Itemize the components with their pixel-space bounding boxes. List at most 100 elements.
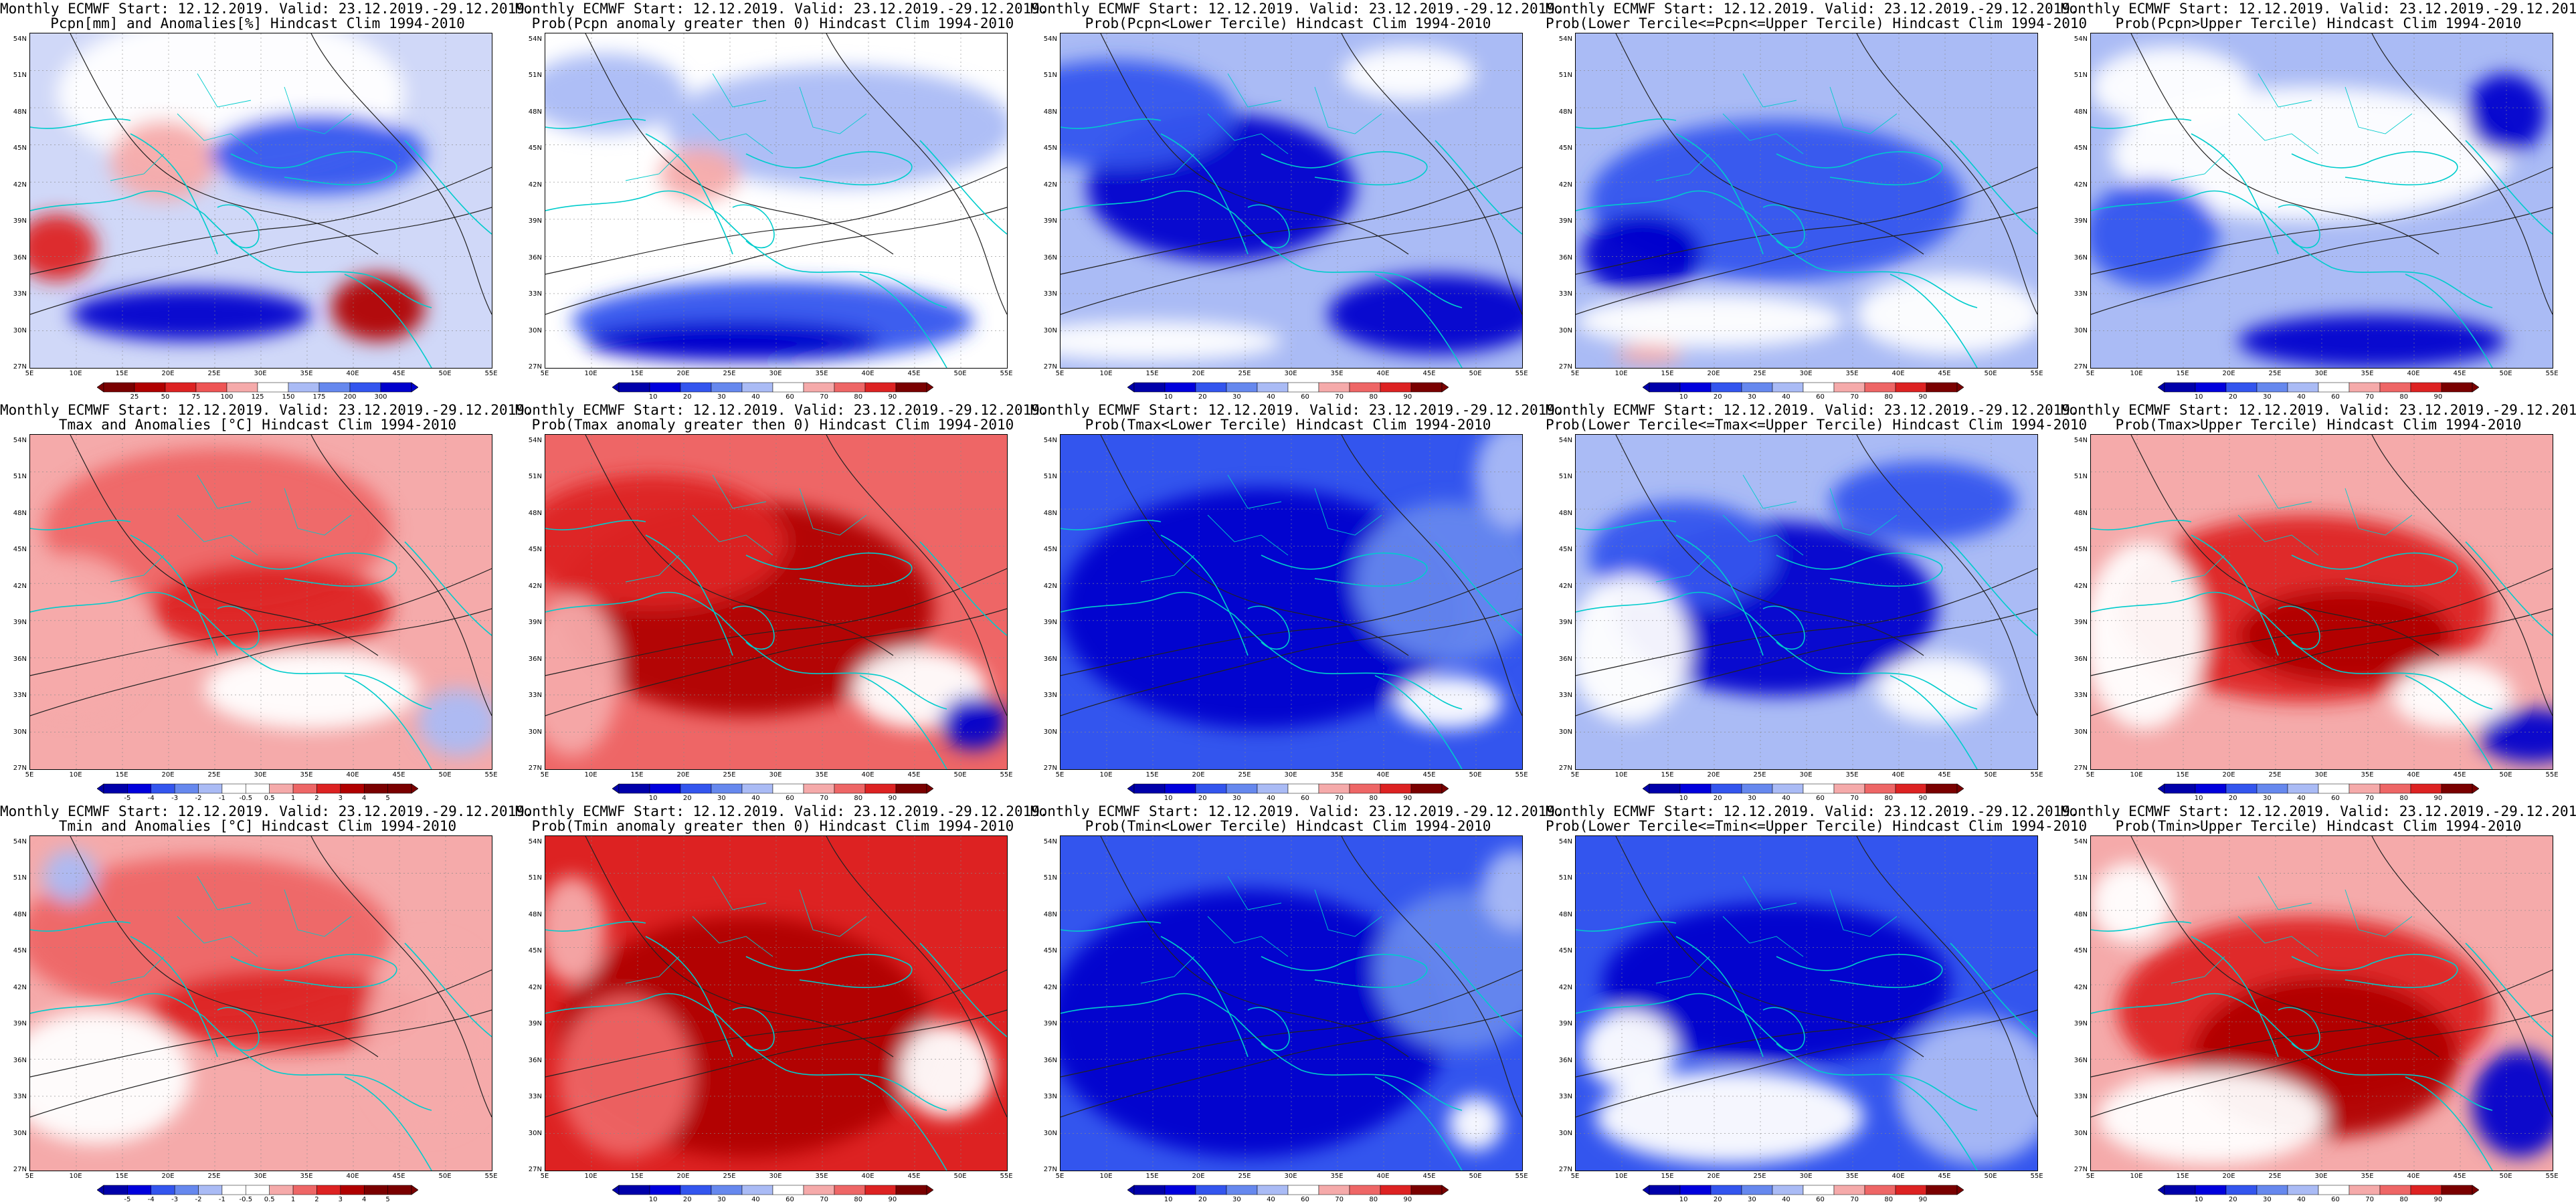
colorbar-segment xyxy=(1926,382,1958,393)
coastline xyxy=(919,942,1007,1037)
longitude-label: 10E xyxy=(584,771,597,779)
longitude-label: 5E xyxy=(25,1173,34,1180)
latitude-label: 36N xyxy=(528,655,542,663)
longitude-label: 15E xyxy=(2176,1173,2189,1180)
colorbar-label: 0.5 xyxy=(264,1196,275,1203)
country-border xyxy=(799,488,867,536)
colorbar-segment xyxy=(363,1185,388,1195)
contour-line xyxy=(30,969,492,1078)
latitude-label: 42N xyxy=(13,983,27,991)
coastline xyxy=(1576,520,1677,530)
colorbar-segment xyxy=(151,783,175,794)
colorbar-segment xyxy=(1833,382,1865,393)
longitude-label: 20E xyxy=(676,1173,690,1180)
colorbar-segment xyxy=(741,783,773,794)
latitude-label: 30N xyxy=(2074,326,2088,334)
colorbar-segment xyxy=(1133,783,1166,794)
country-border xyxy=(1829,86,1898,134)
latitude-label: 30N xyxy=(1558,1129,1572,1137)
latitude-label: 48N xyxy=(528,108,542,116)
longitude-label: 45E xyxy=(1938,370,1951,377)
latitude-label: 45N xyxy=(2074,546,2088,554)
longitude-label: 45E xyxy=(907,1173,921,1180)
latitude-label: 54N xyxy=(1043,35,1057,43)
latitude-label: 27N xyxy=(13,363,27,371)
shading-region xyxy=(1582,214,1703,294)
longitude-label: 10E xyxy=(2130,771,2143,779)
country-border xyxy=(177,113,258,155)
coastline xyxy=(130,133,218,255)
latitude-label: 54N xyxy=(1043,838,1057,845)
colorbar-label: 30 xyxy=(717,795,726,802)
longitude-label: 45E xyxy=(1938,1173,1951,1180)
shading-region xyxy=(1355,502,1522,662)
colorbar-label: 60 xyxy=(1301,393,1309,401)
contour-line xyxy=(2091,207,2553,315)
country-border xyxy=(799,889,867,937)
shading-region xyxy=(940,696,1007,749)
coastline xyxy=(1762,605,1805,650)
shading-region xyxy=(585,321,880,361)
country-border xyxy=(625,153,680,181)
coastline xyxy=(859,1076,947,1171)
forecast-panel-r1c3: Monthly ECMWF Start: 12.12.2019. Valid: … xyxy=(1030,0,1564,401)
longitude-label: 30E xyxy=(254,1173,267,1180)
forecast-panel-r2c2: Monthly ECMWF Start: 12.12.2019. Valid: … xyxy=(515,401,1048,803)
latitude-label: 42N xyxy=(2074,582,2088,590)
colorbar-label: 5 xyxy=(385,795,390,802)
forecast-panel-r1c5: Monthly ECMWF Start: 12.12.2019. Valid: … xyxy=(2061,0,2576,401)
longitude-label: 50E xyxy=(1984,771,1997,779)
latitude-label: 48N xyxy=(1043,910,1057,918)
latitude-label: 30N xyxy=(1558,326,1572,334)
coastline xyxy=(545,993,947,1111)
country-border xyxy=(197,474,252,509)
longitude-label: 10E xyxy=(69,1173,82,1180)
contour-line xyxy=(1856,836,2037,1118)
colorbar-segment xyxy=(680,1185,712,1195)
longitude-label: 35E xyxy=(815,771,828,779)
latitude-label: 33N xyxy=(1043,1093,1057,1101)
forecast-panel-r3c3: Monthly ECMWF Start: 12.12.2019. Valid: … xyxy=(1030,803,1564,1204)
coastline xyxy=(1675,534,1764,656)
country-border xyxy=(2344,86,2413,134)
colorbar-label: 3 xyxy=(338,1196,343,1203)
coastline xyxy=(230,151,397,186)
latitude-label: 54N xyxy=(13,437,27,444)
map-area xyxy=(1060,835,1523,1171)
coastline xyxy=(1061,190,1463,308)
contour-line xyxy=(2091,969,2553,1078)
coastline xyxy=(1061,591,1463,710)
colorbar-segment xyxy=(221,1185,246,1195)
longitude-label: 50E xyxy=(953,1173,967,1180)
colorbar-segment xyxy=(1710,382,1742,393)
panel-title: Monthly ECMWF Start: 12.12.2019. Valid: … xyxy=(515,1,1048,17)
colorbar-label: 30 xyxy=(1747,1196,1756,1203)
latitude-label: 36N xyxy=(13,1056,27,1064)
colorbar-label: 25 xyxy=(130,393,139,401)
map-area xyxy=(545,33,1008,369)
coastline xyxy=(745,553,913,587)
country-border xyxy=(1314,889,1382,937)
contour-line xyxy=(1341,33,1522,315)
latitude-label: 45N xyxy=(13,546,27,554)
longitude-label: 10E xyxy=(584,1173,597,1180)
colorbar-label: 10 xyxy=(1679,795,1688,802)
coastline xyxy=(1890,1076,1978,1171)
panel-subtitle: Prob(Tmax anomaly greater then 0) Hindca… xyxy=(531,417,1014,433)
coastline xyxy=(2465,942,2553,1037)
colorbar xyxy=(612,382,933,393)
latitude-label: 51N xyxy=(1043,473,1057,481)
latitude-label: 48N xyxy=(1558,910,1572,918)
coastline xyxy=(1576,921,1677,932)
country-border xyxy=(625,956,680,984)
shading-region xyxy=(1830,462,2017,542)
colorbar-label: 90 xyxy=(1403,393,1412,401)
coastline xyxy=(645,936,733,1058)
latitude-label: 54N xyxy=(2074,35,2088,43)
colorbar-segment xyxy=(1803,382,1835,393)
longitude-label: 20E xyxy=(161,771,175,779)
coastline xyxy=(1950,541,2037,636)
map-field xyxy=(2091,33,2553,368)
colorbar-segment xyxy=(895,382,927,393)
colorbar xyxy=(1643,382,1964,393)
